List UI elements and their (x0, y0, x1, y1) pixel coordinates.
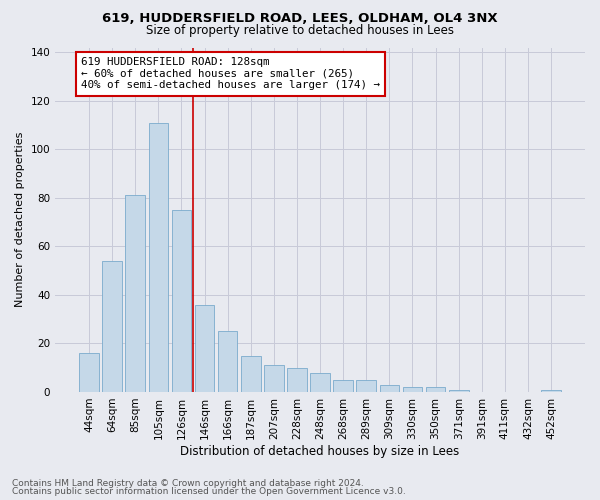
Text: Contains public sector information licensed under the Open Government Licence v3: Contains public sector information licen… (12, 487, 406, 496)
Bar (79, 353, 99, 392)
Bar (449, 390, 469, 392)
Bar (149, 122, 168, 392)
Bar (264, 366, 284, 392)
Bar (241, 356, 260, 392)
Bar (541, 390, 561, 392)
Bar (356, 380, 376, 392)
Bar (426, 387, 445, 392)
Text: Size of property relative to detached houses in Lees: Size of property relative to detached ho… (146, 24, 454, 37)
Bar (310, 372, 330, 392)
Bar (380, 384, 399, 392)
Bar (287, 368, 307, 392)
Y-axis label: Number of detached properties: Number of detached properties (15, 132, 25, 308)
Text: 619, HUDDERSFIELD ROAD, LEES, OLDHAM, OL4 3NX: 619, HUDDERSFIELD ROAD, LEES, OLDHAM, OL… (102, 12, 498, 26)
Bar (172, 210, 191, 392)
Bar (125, 196, 145, 392)
Bar (334, 380, 353, 392)
Bar (195, 304, 214, 392)
Bar (403, 387, 422, 392)
Bar (103, 261, 122, 392)
Text: 619 HUDDERSFIELD ROAD: 128sqm
← 60% of detached houses are smaller (265)
40% of : 619 HUDDERSFIELD ROAD: 128sqm ← 60% of d… (81, 57, 380, 90)
Text: Contains HM Land Registry data © Crown copyright and database right 2024.: Contains HM Land Registry data © Crown c… (12, 478, 364, 488)
Bar (218, 332, 238, 392)
X-axis label: Distribution of detached houses by size in Lees: Distribution of detached houses by size … (181, 444, 460, 458)
